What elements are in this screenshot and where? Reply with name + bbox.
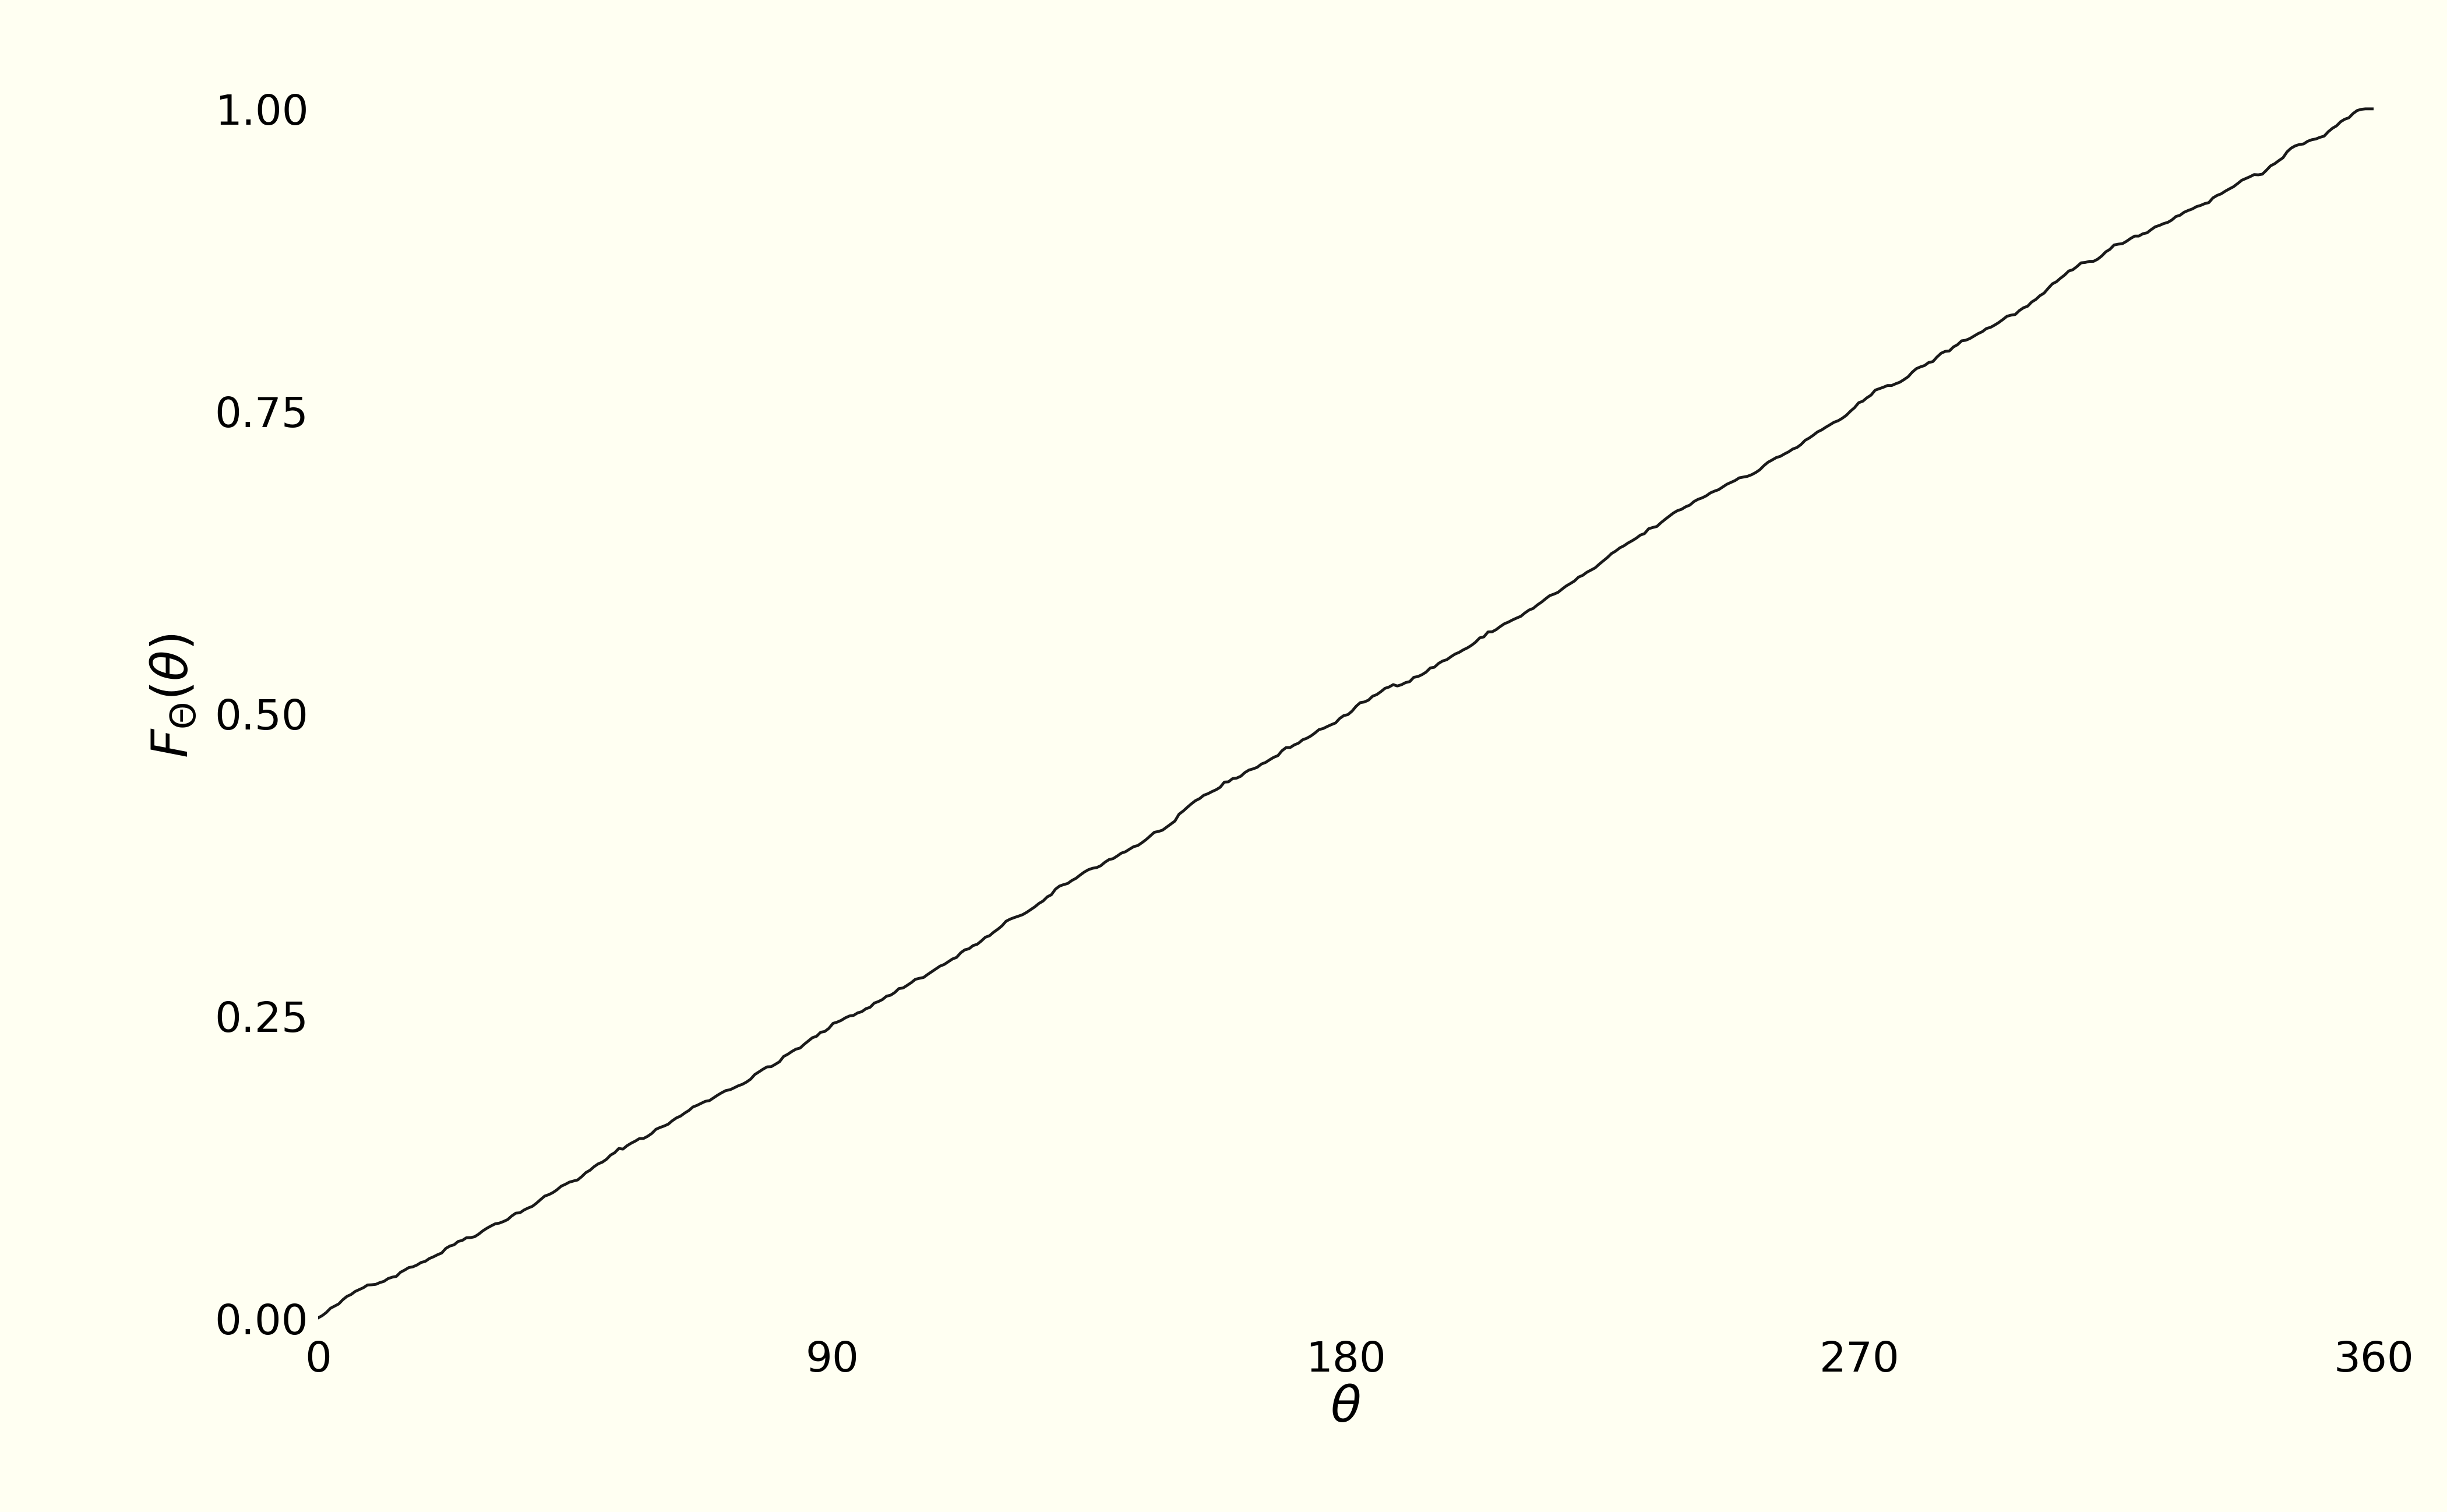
X-axis label: $\theta$: $\theta$: [1331, 1383, 1361, 1432]
Y-axis label: $F_{\Theta}(\theta)$: $F_{\Theta}(\theta)$: [149, 634, 198, 758]
